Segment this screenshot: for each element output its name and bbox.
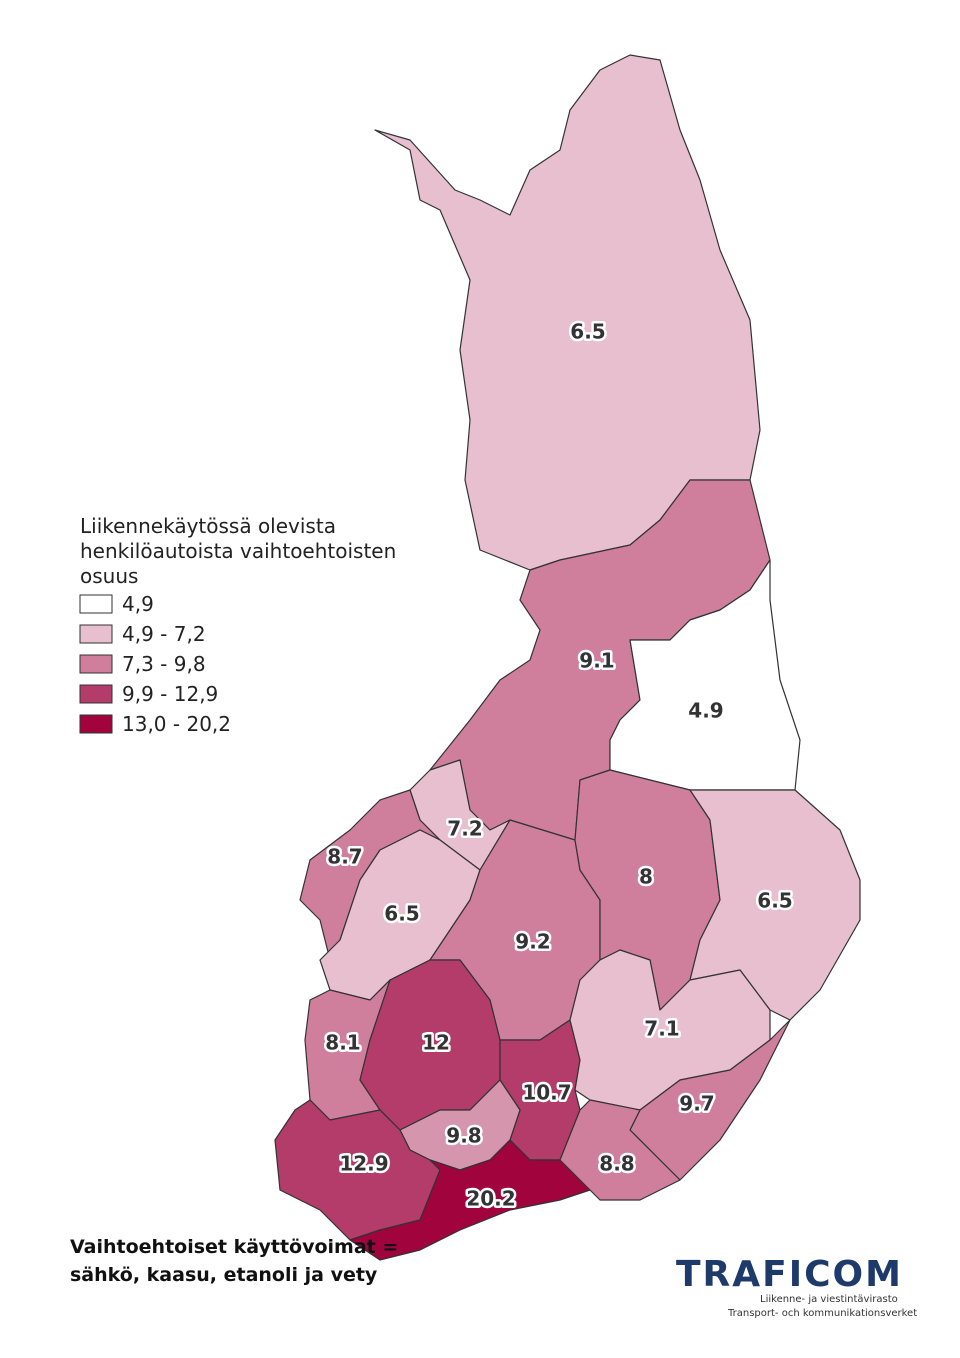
region [349, 1139, 591, 1261]
region-label: 9.1 [579, 649, 614, 673]
region [609, 559, 801, 791]
region [374, 54, 761, 571]
region-label: 8.1 [325, 1031, 360, 1055]
legend-label: 4,9 - 7,2 [122, 622, 206, 646]
region-label: 20.2 [466, 1187, 515, 1211]
region-label: 9.7 [679, 1092, 714, 1116]
legend-title: henkilöautoista vaihtoehtoisten [80, 539, 396, 563]
region-label: 10.7 [522, 1081, 571, 1105]
region-label: 12.9 [339, 1152, 388, 1176]
legend: 4,9 4,9 - 7,2 7,3 - 9,8 9,9 - 12,9 13,0 - 20… [79, 592, 231, 736]
region-label: 8.8 [599, 1152, 634, 1176]
legend-swatch [79, 654, 113, 674]
legend-label: 7,3 - 9,8 [122, 652, 206, 676]
footnote: Vaihtoehtoiset käyttövoimat = [70, 1236, 398, 1258]
region-label: 8 [639, 865, 653, 889]
region-labels: 6.5 9.1 4.9 7.2 8.7 6.5 9.2 8 6.5 8.1 12 10.7 7.1 9.7… [323, 317, 795, 1213]
region [559, 1099, 681, 1201]
logo-subtitle: Liikenne- ja viestintävirasto [760, 1294, 898, 1305]
region-label: 6.5 [384, 902, 419, 926]
legend-title: osuus [80, 564, 138, 588]
legend-label: 9,9 - 12,9 [122, 682, 218, 706]
logo-subtitle: Transport- och kommunikationsverket [727, 1308, 917, 1319]
legend-swatch [79, 714, 113, 734]
region-label: 9.8 [446, 1124, 481, 1148]
region-label: 8.7 [327, 845, 362, 869]
regions [274, 54, 861, 1261]
region-label: 6.5 [757, 889, 792, 913]
legend-title: Liikennekäytössä olevista [80, 514, 336, 538]
region-label: 9.2 [515, 930, 550, 954]
legend-swatch [79, 684, 113, 704]
region [689, 789, 861, 1021]
region-label: 4.9 [688, 699, 723, 723]
region-label: 7.1 [644, 1017, 679, 1041]
legend-label: 4,9 [122, 592, 154, 616]
region-label: 12 [422, 1031, 450, 1055]
footnote: sähkö, kaasu, etanoli ja vety [70, 1264, 378, 1286]
legend-swatch [79, 594, 113, 614]
logo: TRAFICOM [676, 1254, 903, 1295]
legend-label: 13,0 - 20,2 [122, 712, 231, 736]
legend-swatch [79, 624, 113, 644]
region-label: 6.5 [570, 320, 605, 344]
region-label: 7.2 [447, 817, 482, 841]
